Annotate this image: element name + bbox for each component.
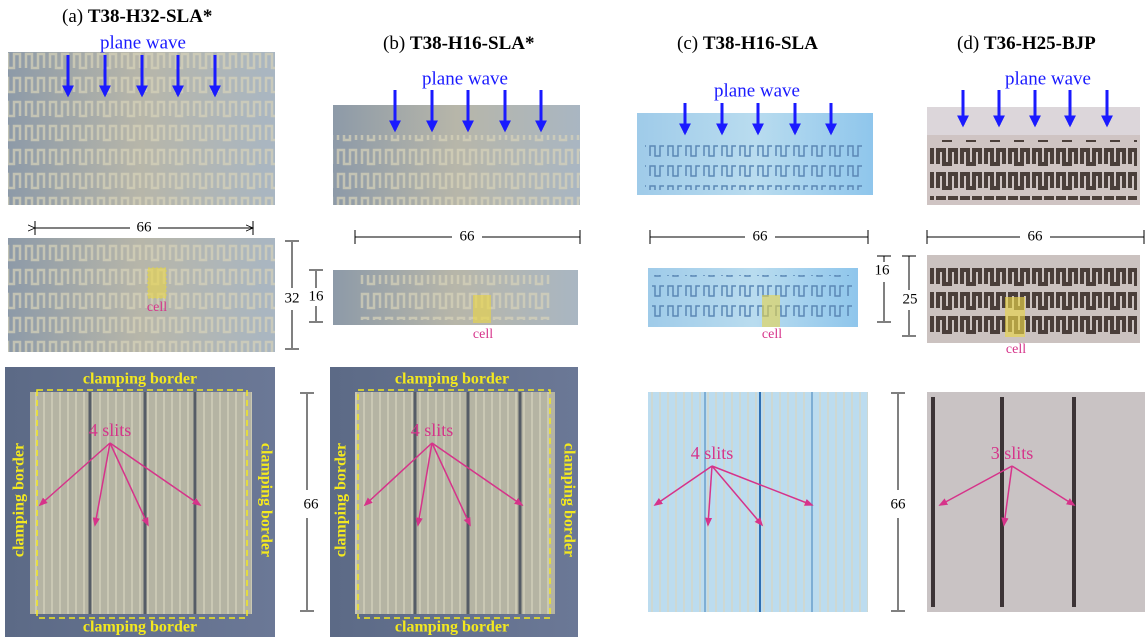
clamp-label: clamping border [11,443,28,557]
panel-name: T38-H16-SLA [703,33,818,54]
cell-highlight [473,295,491,323]
cell-label: cell [1006,342,1026,357]
panel-name: T38-H16-SLA* [410,33,535,54]
wave-label: plane wave [1005,68,1091,89]
dim-label: 32 [285,290,300,306]
slit-label: 4 slits [691,443,734,463]
clamp-label: clamping border [83,619,197,636]
panel-d: (d) T36-H25-BJP plane wave 66 cell 25 3 … [891,33,1146,612]
clamp-label: clamping border [257,443,274,557]
panel-b: (b) T38-H16-SLA* plane wave 66 cell clam… [330,33,580,637]
clamp-label: clamping border [83,371,197,388]
cell-highlight [1005,297,1025,337]
photo-texture [8,238,275,352]
panel-a: (a) T38-H32-SLA* plane wave 66 cell 32 1… [5,6,324,637]
shape [652,275,852,320]
panel-title: (b) T38-H16-SLA* [383,33,534,54]
clamp-label: clamping border [395,619,509,636]
panel-label: (a) [62,6,83,27]
dim-label: 66 [460,228,476,244]
shape [648,392,868,612]
clamp-label: clamping border [560,443,577,557]
cell-highlight [148,268,166,298]
dim-label: 25 [903,291,918,307]
slit-label: 4 slits [89,420,132,440]
panel-c: (c) T38-H16-SLA plane wave 66 cell 16 4 … [637,33,891,612]
shape [930,140,1137,200]
dim-label: 16 [875,262,891,278]
wave-label: plane wave [714,80,800,101]
cell-highlight [762,295,780,327]
dim-label: 66 [304,496,320,512]
dim-label: 66 [1028,228,1044,244]
dim-label: 66 [137,219,153,235]
dim-label: 66 [753,228,769,244]
dim-label: 16 [309,288,325,304]
panel-title: (c) T38-H16-SLA [677,33,818,54]
cell-label: cell [473,327,493,342]
panel-name: T38-H32-SLA* [88,6,213,27]
dim-label: 66 [891,496,907,512]
shape [333,135,580,205]
photo [927,392,1145,612]
slit-label: 4 slits [411,420,454,440]
cell-label: cell [762,327,782,342]
shape [360,275,550,320]
slit-label: 3 slits [991,443,1034,463]
shape [645,140,865,190]
shape [30,392,252,614]
panel-label: (c) [677,33,698,54]
figure: (a) T38-H32-SLA* plane wave 66 cell 32 1… [0,0,1146,639]
wave-label: plane wave [422,68,508,89]
clamp-label: clamping border [395,371,509,388]
shape [355,392,555,614]
shape [930,262,1137,337]
cell-label: cell [147,300,167,315]
panel-name: T36-H25-BJP [984,33,1096,54]
clamp-label: clamping border [333,443,350,557]
panel-label: (b) [383,33,405,54]
panel-title: (d) T36-H25-BJP [957,33,1096,54]
panel-label: (d) [957,33,979,54]
panel-title: (a) T38-H32-SLA* [62,6,212,27]
wave-label: plane wave [100,32,186,53]
